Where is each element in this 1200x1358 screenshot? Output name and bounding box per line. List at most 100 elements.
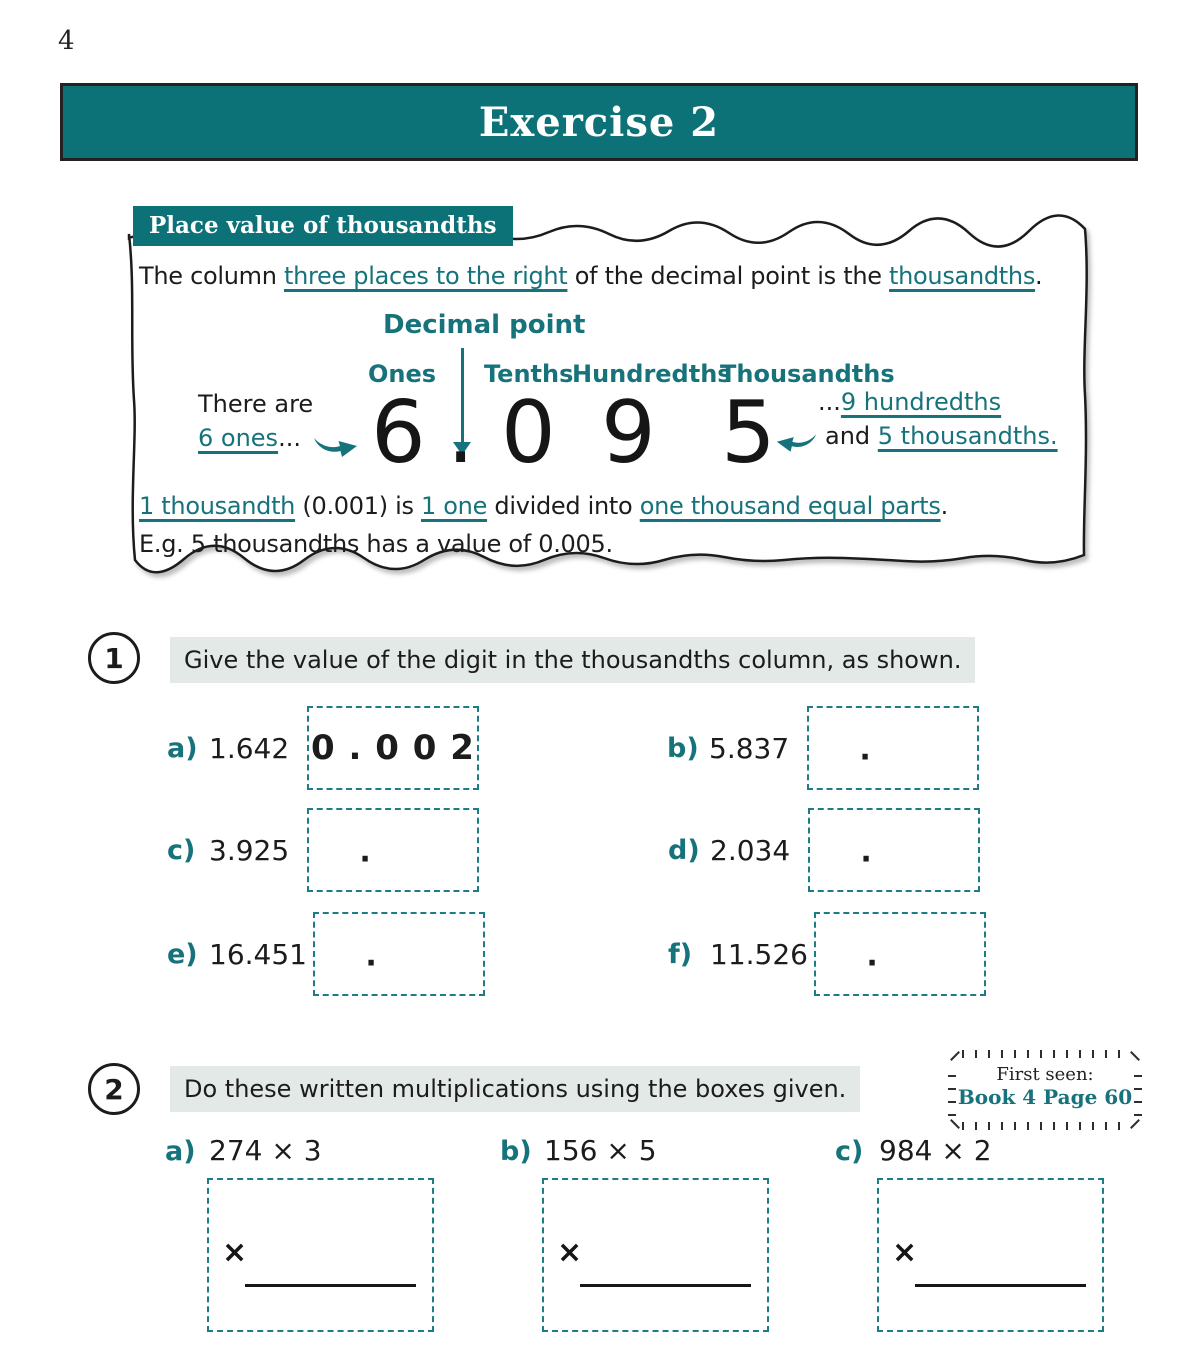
q1-value-f: 11.526 [710, 937, 808, 971]
column-label-ones: Ones [368, 360, 437, 388]
digit-ones: 6 [371, 383, 426, 483]
q1-value-e: 16.451 [209, 937, 307, 971]
answer-line [915, 1284, 1086, 1287]
q1-answer-box-d[interactable]: . [808, 808, 980, 892]
intro-text-3: . [1035, 262, 1043, 290]
question-1-prompt: Give the value of the digit in the thous… [170, 637, 976, 683]
stamp-corner-tick [950, 1051, 960, 1061]
q1-label-d: d) [668, 834, 700, 866]
q1-value-c: 3.925 [209, 833, 290, 867]
q1-answer-box-c[interactable]: . [307, 808, 479, 892]
left-note-line2: 6 ones... [198, 424, 301, 452]
fact-underlined-1: 1 thousandth [139, 492, 296, 520]
right-note-underlined-1: 9 hundredths [840, 388, 1002, 416]
fact-text-1: (0.001) is [295, 492, 421, 520]
question-2-digit: 2 [104, 1072, 124, 1106]
fact-text-2: divided into [487, 492, 640, 520]
q1-label-c: c) [167, 834, 196, 866]
column-label-tenths: Tenths [484, 360, 574, 388]
answer-line [245, 1284, 416, 1287]
stamp-perforation-top [962, 1050, 1128, 1058]
q2-work-box-b[interactable]: × [542, 1178, 769, 1332]
arrow-right-icon [313, 428, 359, 458]
digit-hundredths: 9 [601, 383, 656, 483]
exercise-title: Exercise 2 [478, 98, 720, 146]
q1-answer-box-f[interactable]: . [813, 912, 986, 996]
q2-expression-a: 274 × 3 [209, 1134, 322, 1167]
intro-text-1: The column [139, 262, 284, 290]
stamp-book-page-ref: Book 4 Page 60 [957, 1085, 1133, 1109]
q2-head-a: a) 274 × 3 [165, 1134, 434, 1178]
question-2-prompt: Do these written multiplications using t… [170, 1066, 861, 1112]
q1-value-a: 1.642 [209, 731, 290, 765]
q1-answer-c: . [359, 834, 371, 870]
exercise-banner: Exercise 2 [60, 83, 1138, 161]
intro-underlined-1: three places to the right [283, 262, 568, 290]
q2-expression-b: 156 × 5 [544, 1134, 657, 1167]
right-note-line2: and 5 thousandths. [825, 422, 1058, 450]
right-note-and: and [825, 422, 878, 450]
example-sentence: E.g. 5 thousandths has a value of 0.005. [139, 530, 613, 558]
q1-item-e: e) 16.451 . [167, 912, 485, 996]
q2-label-b: b) [500, 1136, 532, 1167]
q2-work-box-c[interactable]: × [877, 1178, 1104, 1332]
q1-answer-box-a[interactable]: 0 . 0 0 2 [307, 706, 479, 790]
multiply-symbol: × [557, 1235, 583, 1270]
stamp-corner-tick [1130, 1119, 1140, 1129]
q2-head-b: b) 156 × 5 [500, 1134, 769, 1178]
arrow-left-icon [775, 424, 817, 454]
q2-head-c: c) 984 × 2 [835, 1134, 1104, 1178]
left-note-underlined: 6 ones [198, 424, 279, 452]
q1-answer-box-e[interactable]: . [312, 912, 485, 996]
column-label-thousandths: Thousandths [720, 360, 895, 388]
q1-answer-b: . [859, 732, 871, 768]
question-2-number: 2 [88, 1063, 140, 1115]
intro-underlined-2: thousandths [889, 262, 1036, 290]
right-note-dots: ... [818, 388, 841, 416]
q2-item-c: c) 984 × 2 × [835, 1134, 1104, 1332]
q1-item-b: b) 5.837 . [667, 706, 979, 790]
intro-sentence: The column three places to the right of … [139, 262, 1043, 290]
fact-sentence: 1 thousandth (0.001) is 1 one divided in… [139, 492, 948, 520]
arrow-down-icon [453, 442, 471, 455]
digit-thousandths: 5 [721, 383, 776, 483]
right-note-line1: ...9 hundredths [818, 388, 1001, 416]
q2-label-a: a) [165, 1136, 196, 1167]
left-note-dots: ... [278, 424, 301, 452]
stamp-perforation-right [1134, 1064, 1142, 1116]
intro-text-2: of the decimal point is the [567, 262, 890, 290]
fact-text-3: . [940, 492, 949, 520]
q1-label-a: a) [167, 732, 198, 764]
q1-item-f: f) 11.526 . [668, 912, 986, 996]
q1-label-b: b) [667, 732, 699, 764]
stamp-corner-tick [950, 1119, 960, 1129]
question-1-number: 1 [88, 632, 140, 684]
torn-paper-border [127, 214, 1088, 574]
q1-item-c: c) 3.925 . [167, 808, 479, 892]
multiply-symbol: × [892, 1235, 918, 1270]
fact-underlined-2: 1 one [421, 492, 488, 520]
q1-answer-a: 0 . 0 0 2 [311, 728, 475, 768]
q1-item-a: a) 1.642 0 . 0 0 2 [167, 706, 479, 790]
q2-item-b: b) 156 × 5 × [500, 1134, 769, 1332]
q1-answer-f: . [866, 938, 878, 974]
q1-answer-box-b[interactable]: . [807, 706, 979, 790]
question-1-digit: 1 [104, 641, 124, 675]
q1-item-d: d) 2.034 . [668, 808, 980, 892]
q1-label-e: e) [167, 938, 198, 970]
q1-value-d: 2.034 [710, 833, 791, 867]
stamp-perforation-left [948, 1064, 956, 1116]
page-number: 4 [58, 26, 75, 56]
info-box: Place value of thousandths The column th… [115, 206, 1097, 587]
q1-answer-e: . [365, 938, 377, 974]
q2-item-a: a) 274 × 3 × [165, 1134, 434, 1332]
info-box-heading: Place value of thousandths [133, 206, 513, 246]
q2-expression-c: 984 × 2 [879, 1134, 992, 1167]
q2-work-box-a[interactable]: × [207, 1178, 434, 1332]
left-note-line1: There are [198, 390, 314, 418]
multiply-symbol: × [222, 1235, 248, 1270]
first-seen-stamp: First seen: Book 4 Page 60 [948, 1050, 1142, 1130]
right-note-underlined-2: 5 thousandths. [877, 422, 1058, 450]
answer-line [580, 1284, 751, 1287]
